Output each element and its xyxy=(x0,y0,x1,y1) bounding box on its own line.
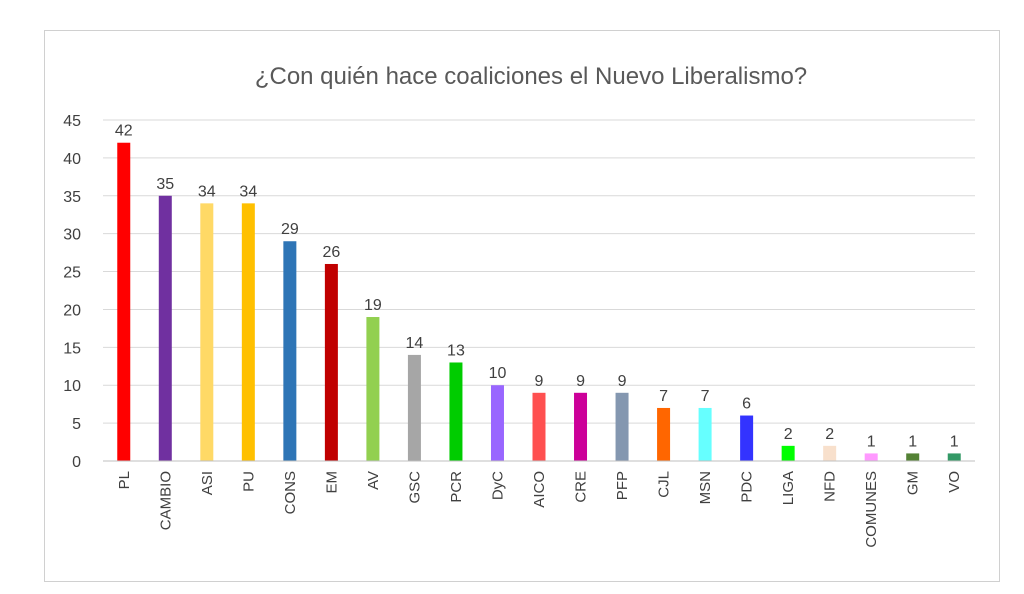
y-tick-label: 35 xyxy=(63,189,81,206)
category-label: GM xyxy=(905,471,922,495)
category-label: AICO xyxy=(531,471,548,508)
category-label: COMUNES xyxy=(863,471,880,548)
category-label: PDC xyxy=(739,471,756,503)
bar-gm xyxy=(906,453,920,461)
category-label: MSN xyxy=(697,471,714,504)
bar-pl xyxy=(117,142,131,461)
bar-pcr xyxy=(449,362,463,461)
bar-gsc xyxy=(407,354,421,461)
bar-comunes xyxy=(864,453,878,461)
data-label: 7 xyxy=(659,388,668,405)
bar-cons xyxy=(283,241,297,461)
bar-pdc xyxy=(740,415,754,461)
x-axis-categories: PL CAMBIO ASI PU CONS EM AV GSC PCR DyC AICO CRE PFP… xyxy=(116,471,963,548)
y-tick-label: 30 xyxy=(63,227,81,244)
category-label: CONS xyxy=(282,471,299,514)
category-label: LIGA xyxy=(780,471,797,505)
data-labels: 42 35 34 34 29 26 19 14 13 10 9 9 9 7 7 6 2 2 1 1 1 xyxy=(115,123,959,451)
category-label: NFD xyxy=(822,471,839,502)
data-label: 9 xyxy=(618,373,627,390)
bar-nfd xyxy=(823,445,837,461)
data-label: 42 xyxy=(115,123,133,140)
y-tick-label: 45 xyxy=(63,113,81,130)
bar-chart: ¿Con quién hace coaliciones el Nuevo Lib… xyxy=(63,63,975,548)
bar-vo xyxy=(947,453,961,461)
data-label: 10 xyxy=(489,365,507,382)
category-label: PL xyxy=(116,471,133,489)
category-label: CRE xyxy=(573,471,590,503)
data-label: 34 xyxy=(239,183,257,200)
data-label: 26 xyxy=(322,244,340,261)
data-label: 2 xyxy=(784,426,793,443)
bar-cjl xyxy=(657,407,671,461)
y-tick-label: 40 xyxy=(63,151,81,168)
category-label: CJL xyxy=(656,471,673,498)
bar-aico xyxy=(532,392,546,461)
data-label: 9 xyxy=(535,373,544,390)
bar-dyc xyxy=(490,385,504,461)
category-label: AV xyxy=(365,471,382,490)
bar-msn xyxy=(698,407,712,461)
category-label: GSC xyxy=(406,471,423,504)
bar-em xyxy=(324,263,338,461)
category-label: VO xyxy=(946,471,963,493)
data-label: 1 xyxy=(867,433,876,450)
data-label: 29 xyxy=(281,221,299,238)
bar-liga xyxy=(781,445,795,461)
data-label: 2 xyxy=(825,426,834,443)
data-label: 9 xyxy=(576,373,585,390)
category-label: PFP xyxy=(614,471,631,500)
data-label: 34 xyxy=(198,183,216,200)
data-label: 1 xyxy=(950,433,959,450)
data-label: 19 xyxy=(364,297,382,314)
data-label: 7 xyxy=(701,388,710,405)
bars xyxy=(117,142,961,461)
y-tick-label: 25 xyxy=(63,265,81,282)
bar-pfp xyxy=(615,392,629,461)
y-tick-label: 5 xyxy=(72,416,81,433)
bar-cre xyxy=(574,392,588,461)
y-tick-label: 20 xyxy=(63,302,81,319)
y-tick-label: 15 xyxy=(63,340,81,357)
category-label: ASI xyxy=(199,471,216,495)
category-label: PCR xyxy=(448,471,465,503)
category-label: CAMBIO xyxy=(157,471,174,530)
category-label: EM xyxy=(323,471,340,494)
bar-asi xyxy=(200,203,214,461)
bar-pu xyxy=(241,203,255,461)
data-label: 1 xyxy=(908,433,917,450)
y-tick-label: 0 xyxy=(72,454,81,471)
data-label: 14 xyxy=(406,335,424,352)
bar-av xyxy=(366,317,380,461)
bar-cambio xyxy=(158,195,172,461)
category-label: DyC xyxy=(489,471,506,500)
data-label: 13 xyxy=(447,342,465,359)
y-axis-ticks: 0 5 10 15 20 25 30 35 40 45 xyxy=(63,113,81,471)
data-label: 35 xyxy=(156,176,174,193)
data-label: 6 xyxy=(742,396,751,413)
y-tick-label: 10 xyxy=(63,378,81,395)
chart-title: ¿Con quién hace coaliciones el Nuevo Lib… xyxy=(255,63,807,90)
category-label: PU xyxy=(240,471,257,492)
chart-area: ¿Con quién hace coaliciones el Nuevo Lib… xyxy=(44,30,1000,582)
